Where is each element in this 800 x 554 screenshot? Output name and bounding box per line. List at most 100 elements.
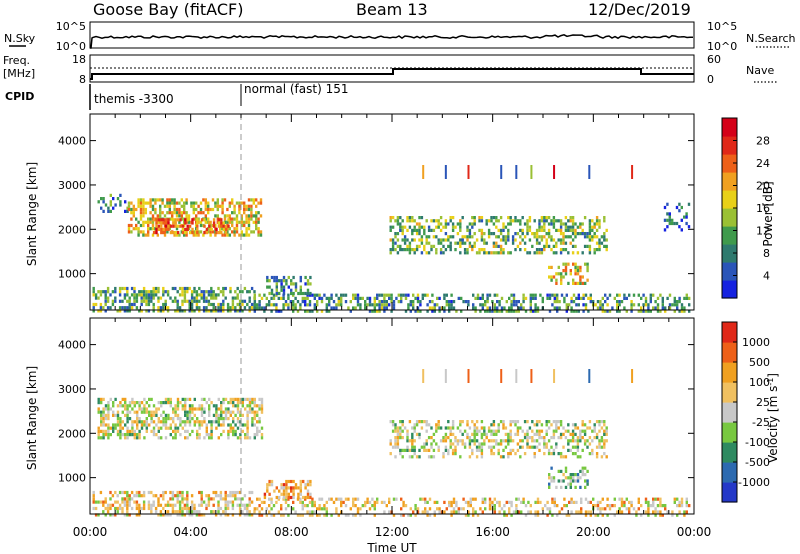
data-cell	[257, 233, 260, 237]
data-cell	[436, 507, 439, 511]
data-cell	[567, 423, 570, 427]
data-cell	[507, 455, 510, 459]
data-cell	[270, 497, 273, 501]
data-cell	[142, 490, 146, 495]
data-cell	[598, 248, 601, 252]
data-cell	[265, 513, 268, 517]
data-cell	[378, 309, 381, 313]
data-cell	[559, 248, 563, 252]
data-cell	[167, 227, 170, 231]
data-cell	[191, 404, 194, 408]
data-cell	[104, 423, 108, 427]
data-cell	[490, 439, 493, 443]
data-cell	[183, 233, 186, 237]
data-cell	[236, 490, 239, 495]
data-cell	[188, 404, 192, 408]
data-cell	[280, 285, 283, 289]
data-cell	[540, 235, 544, 239]
data-cell	[685, 497, 688, 501]
data-cell	[137, 198, 140, 202]
data-cell	[181, 404, 184, 408]
data-cell	[226, 227, 229, 231]
data-cell	[556, 309, 559, 313]
data-cell	[396, 442, 400, 446]
data-cell	[439, 426, 443, 430]
data-cell	[604, 507, 607, 511]
data-cell	[236, 309, 239, 313]
y-tick-label: 1000	[58, 268, 86, 281]
data-cell	[151, 227, 155, 231]
data-cell	[136, 410, 139, 414]
data-cell	[188, 513, 191, 517]
data-cell	[318, 507, 321, 511]
data-cell	[486, 309, 489, 313]
data-cell	[241, 429, 244, 433]
data-cell	[107, 426, 110, 430]
data-cell	[224, 231, 228, 235]
data-cell	[594, 513, 597, 517]
data-cell	[119, 429, 122, 433]
data-cell	[480, 228, 484, 232]
data-cell	[142, 293, 146, 297]
data-cell	[224, 227, 228, 231]
data-cell	[463, 429, 467, 433]
data-cell	[582, 296, 585, 300]
data-cell	[164, 397, 168, 401]
data-cell	[483, 241, 486, 245]
data-cell	[373, 500, 376, 504]
data-cell	[240, 201, 243, 205]
data-cell	[507, 228, 510, 232]
data-cell	[468, 442, 472, 446]
data-cell	[654, 510, 657, 514]
data-cell	[176, 306, 179, 310]
data-cell	[396, 238, 400, 242]
data-cell	[547, 244, 551, 248]
data-cell	[569, 241, 572, 245]
data-cell	[246, 510, 249, 514]
data-cell	[507, 216, 510, 220]
data-cell	[560, 275, 563, 279]
data-cell	[208, 404, 211, 408]
data-cell	[435, 251, 438, 255]
data-cell	[526, 439, 529, 443]
data-cell	[401, 436, 404, 440]
beam-title: Beam 13	[356, 0, 428, 19]
data-cell	[396, 445, 400, 449]
data-cell	[256, 497, 259, 501]
data-cell	[337, 497, 340, 501]
data-cell	[581, 251, 584, 255]
data-cell	[325, 296, 328, 300]
data-cell	[275, 309, 278, 313]
data-cell	[352, 504, 355, 508]
data-cell	[571, 452, 575, 456]
data-cell	[442, 455, 445, 459]
data-cell	[503, 306, 506, 310]
data-cell	[142, 506, 146, 511]
data-cell	[145, 410, 148, 414]
data-cell	[474, 306, 477, 310]
data-cell	[406, 219, 409, 223]
data-cell	[224, 506, 227, 511]
data-cell	[176, 404, 180, 408]
data-cell	[463, 251, 467, 255]
data-cell	[533, 232, 536, 236]
data-cell	[299, 275, 302, 280]
data-cell	[605, 429, 608, 433]
data-cell	[584, 513, 588, 517]
data-cell	[299, 489, 302, 493]
data-cell	[533, 219, 536, 223]
power-scatter-cells	[92, 164, 691, 313]
data-cell	[459, 238, 462, 242]
data-cell	[299, 513, 302, 517]
data-cell	[493, 293, 496, 297]
data-cell	[642, 303, 645, 307]
data-cell	[511, 238, 515, 242]
data-cell	[118, 309, 122, 313]
data-cell	[166, 500, 170, 504]
data-cell	[236, 417, 240, 421]
data-cell	[499, 442, 503, 446]
data-cell	[174, 296, 177, 300]
data-cell	[595, 432, 599, 436]
data-cell	[332, 300, 336, 304]
data-cell	[515, 497, 518, 501]
